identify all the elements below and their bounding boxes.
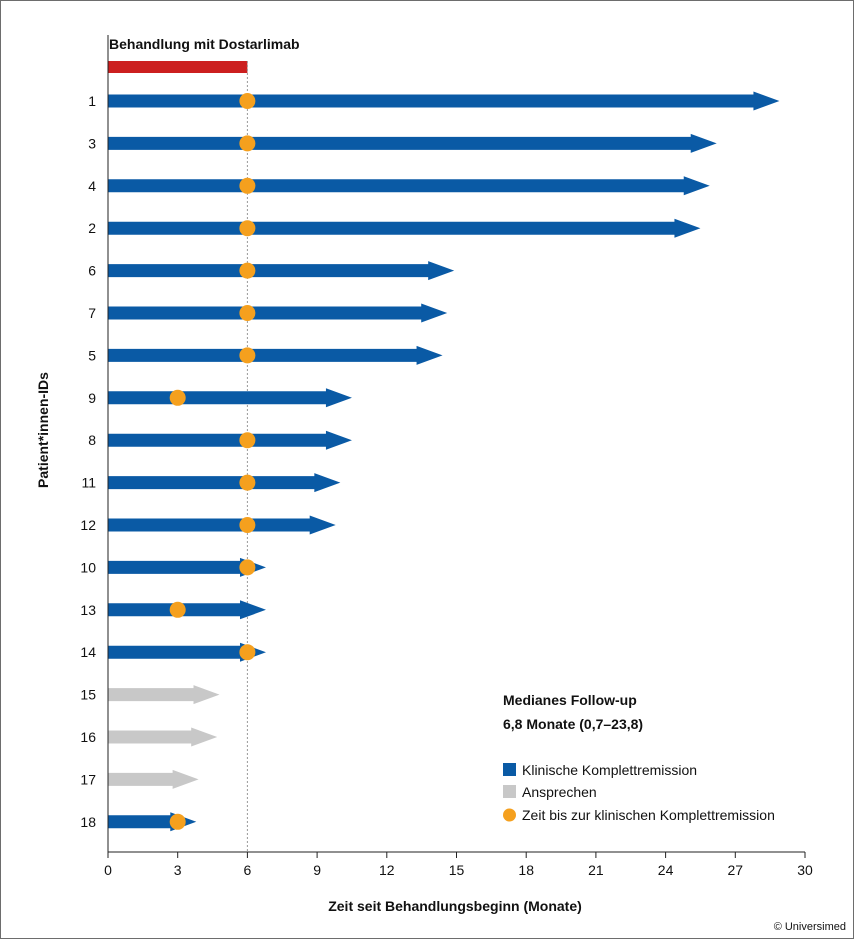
y-axis-title: Patient*innen-IDs: [35, 372, 51, 488]
remission-time-marker: [239, 474, 256, 491]
y-tick-label: 8: [88, 432, 96, 448]
treatment-label: Behandlung mit Dostarlimab: [109, 36, 300, 52]
bar-complete-remission: [108, 91, 780, 111]
legend-swatch: [503, 785, 516, 798]
x-tick-label: 18: [518, 862, 534, 878]
bar-complete-remission: [108, 430, 352, 450]
x-axis-title: Zeit seit Behandlungsbeginn (Monate): [328, 898, 582, 914]
copyright-text: © Universimed: [773, 921, 846, 933]
treatment-period-bar: [108, 61, 248, 73]
x-tick-label: 0: [104, 862, 112, 878]
y-tick-label: 13: [80, 602, 96, 618]
bar-complete-remission: [108, 303, 448, 323]
y-tick-label: 16: [80, 729, 96, 745]
bar-complete-remission: [108, 133, 717, 153]
remission-time-marker: [239, 305, 256, 321]
bar-response: [108, 727, 218, 747]
y-tick-label: 7: [88, 305, 96, 321]
remission-time-marker: [169, 601, 186, 618]
bar-complete-remission: [108, 642, 266, 662]
x-tick-label: 27: [728, 862, 744, 878]
y-tick-label: 11: [81, 475, 96, 491]
remission-time-marker: [239, 220, 256, 237]
follow-up-title: Medianes Follow-up: [503, 692, 637, 708]
remission-time-marker: [239, 517, 256, 533]
x-tick-label: 24: [658, 862, 674, 878]
remission-time-marker: [239, 644, 256, 661]
y-tick-label: 18: [80, 814, 96, 830]
y-tick-label: 12: [80, 517, 96, 533]
y-tick-label: 15: [80, 687, 96, 703]
legend-label: Ansprechen: [522, 784, 597, 800]
remission-time-marker: [239, 135, 256, 152]
legend-label: Zeit bis zur klinischen Komplettremissio…: [522, 807, 775, 823]
x-tick-label: 6: [244, 862, 252, 878]
bar-complete-remission: [108, 261, 455, 281]
bar-response: [108, 769, 199, 789]
x-tick-label: 3: [174, 862, 182, 878]
y-tick-label: 9: [88, 390, 96, 406]
x-tick-label: 30: [797, 862, 813, 878]
legend-label: Klinische Komplettremission: [522, 762, 697, 778]
y-tick-label: 6: [88, 263, 96, 279]
remission-time-marker: [169, 813, 186, 830]
remission-time-marker: [169, 389, 186, 406]
y-tick-label: 2: [88, 220, 96, 236]
remission-time-marker: [239, 347, 256, 364]
follow-up-value: 6,8 Monate (0,7–23,8): [503, 716, 643, 732]
y-tick-label: 3: [88, 135, 96, 151]
bar-complete-remission: [108, 176, 710, 196]
remission-time-marker: [239, 559, 256, 576]
legend-swatch: [503, 763, 516, 776]
remission-time-marker: [239, 93, 256, 109]
remission-time-marker: [239, 177, 256, 194]
y-tick-label: 14: [80, 644, 96, 660]
y-tick-label: 17: [80, 771, 96, 787]
x-tick-label: 12: [379, 862, 395, 878]
bar-complete-remission: [108, 345, 443, 365]
y-tick-label: 1: [88, 93, 96, 109]
x-tick-label: 21: [588, 862, 604, 878]
bar-complete-remission: [108, 388, 352, 408]
x-tick-label: 15: [449, 862, 465, 878]
y-tick-label: 5: [88, 347, 96, 363]
y-tick-label: 10: [80, 559, 96, 575]
remission-time-marker: [239, 262, 256, 279]
bar-complete-remission: [108, 515, 336, 535]
x-tick-label: 9: [313, 862, 321, 878]
bar-complete-remission: [108, 473, 341, 493]
y-tick-label: 4: [88, 178, 96, 194]
remission-time-marker: [239, 432, 256, 449]
bar-complete-remission: [108, 600, 266, 620]
bar-complete-remission: [108, 218, 701, 238]
bar-response: [108, 685, 220, 705]
legend-swatch: [503, 808, 516, 822]
bar-complete-remission: [108, 557, 266, 577]
